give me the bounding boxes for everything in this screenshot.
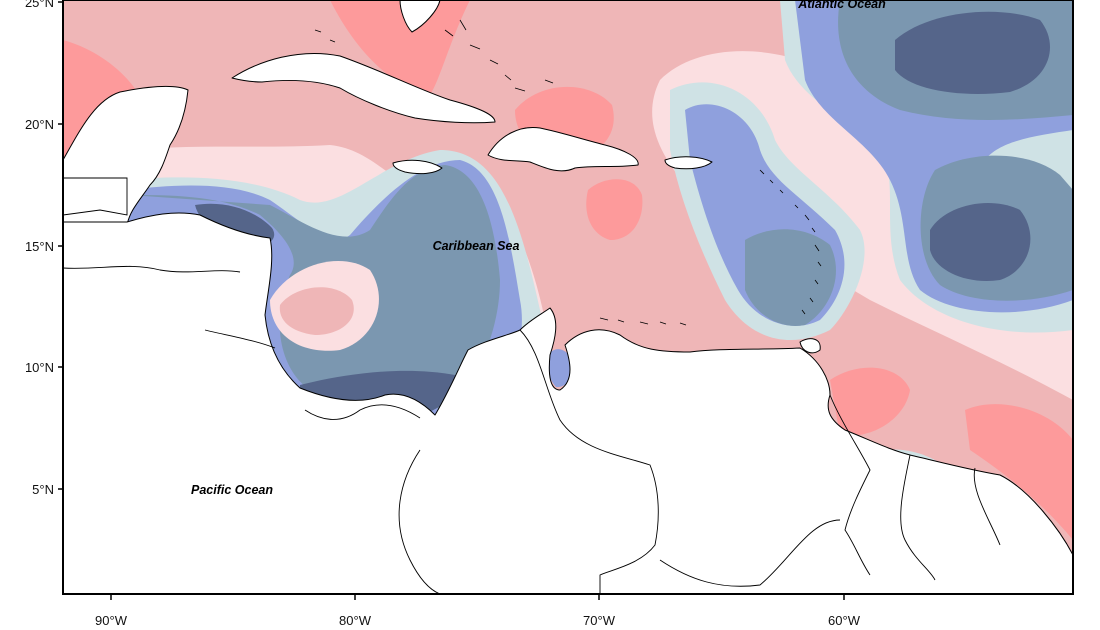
islands (314, 19, 822, 326)
caribbean-sea-label: Caribbean Sea (433, 239, 520, 253)
plot-frame (62, 0, 1074, 595)
land-central-south-america (63, 212, 1073, 594)
lon-label-90: 90°W (95, 613, 128, 628)
land-lesser-antilles (759, 169, 822, 315)
field-dark-atlantic-north (895, 11, 1050, 94)
border-belize-guatemala (63, 177, 128, 216)
border-suriname-guiana (973, 467, 1001, 546)
lon-label-60: 60°W (828, 613, 861, 628)
land-hispaniola (487, 126, 639, 172)
field-dark-atlantic-south (930, 202, 1031, 281)
lon-label-80: 80°W (339, 613, 372, 628)
border-venezuela-guyana (829, 394, 871, 576)
lat-label-20: 20°N (25, 117, 54, 132)
border-colombia-venezuela (519, 329, 659, 594)
land-abc-islands (599, 317, 687, 326)
land-florida (399, 0, 441, 33)
latitude-axis: 25°N 20°N 15°N 10°N 5°N (25, 0, 63, 497)
atlantic-ocean-label: Atlantic Ocean (797, 0, 886, 11)
border-central-america-1 (63, 265, 241, 273)
land-masses (63, 0, 1073, 594)
field-red-guyana (830, 367, 910, 436)
field-red-north (330, 0, 470, 95)
lon-label-70: 70°W (583, 613, 616, 628)
longitude-axis: 90°W 80°W 70°W 60°W (95, 594, 861, 628)
border-guyana-suriname (900, 454, 936, 581)
land-bahamas (444, 19, 554, 92)
land-yucatan (63, 85, 189, 226)
field-blue-maracaibo (546, 349, 573, 388)
land-trinidad (799, 338, 821, 354)
land-cuba (231, 53, 496, 124)
lat-label-15: 15°N (25, 239, 54, 254)
land-puerto-rico (664, 156, 713, 170)
border-colombia-brazil (398, 449, 441, 594)
lat-label-10: 10°N (25, 360, 54, 375)
border-brazil (659, 519, 841, 587)
pacific-ocean-label: Pacific Ocean (191, 483, 273, 497)
border-panama-colombia (304, 404, 421, 420)
border-central-america-2 (204, 329, 276, 349)
country-borders (63, 177, 1001, 594)
lat-label-5: 5°N (32, 482, 54, 497)
field-red-nicaragua (279, 287, 354, 335)
field-red-suriname (965, 404, 1073, 540)
land-cayman (314, 29, 336, 43)
field-red-central (586, 179, 643, 240)
lat-label-25: 25°N (25, 0, 54, 10)
land-jamaica (392, 159, 443, 175)
